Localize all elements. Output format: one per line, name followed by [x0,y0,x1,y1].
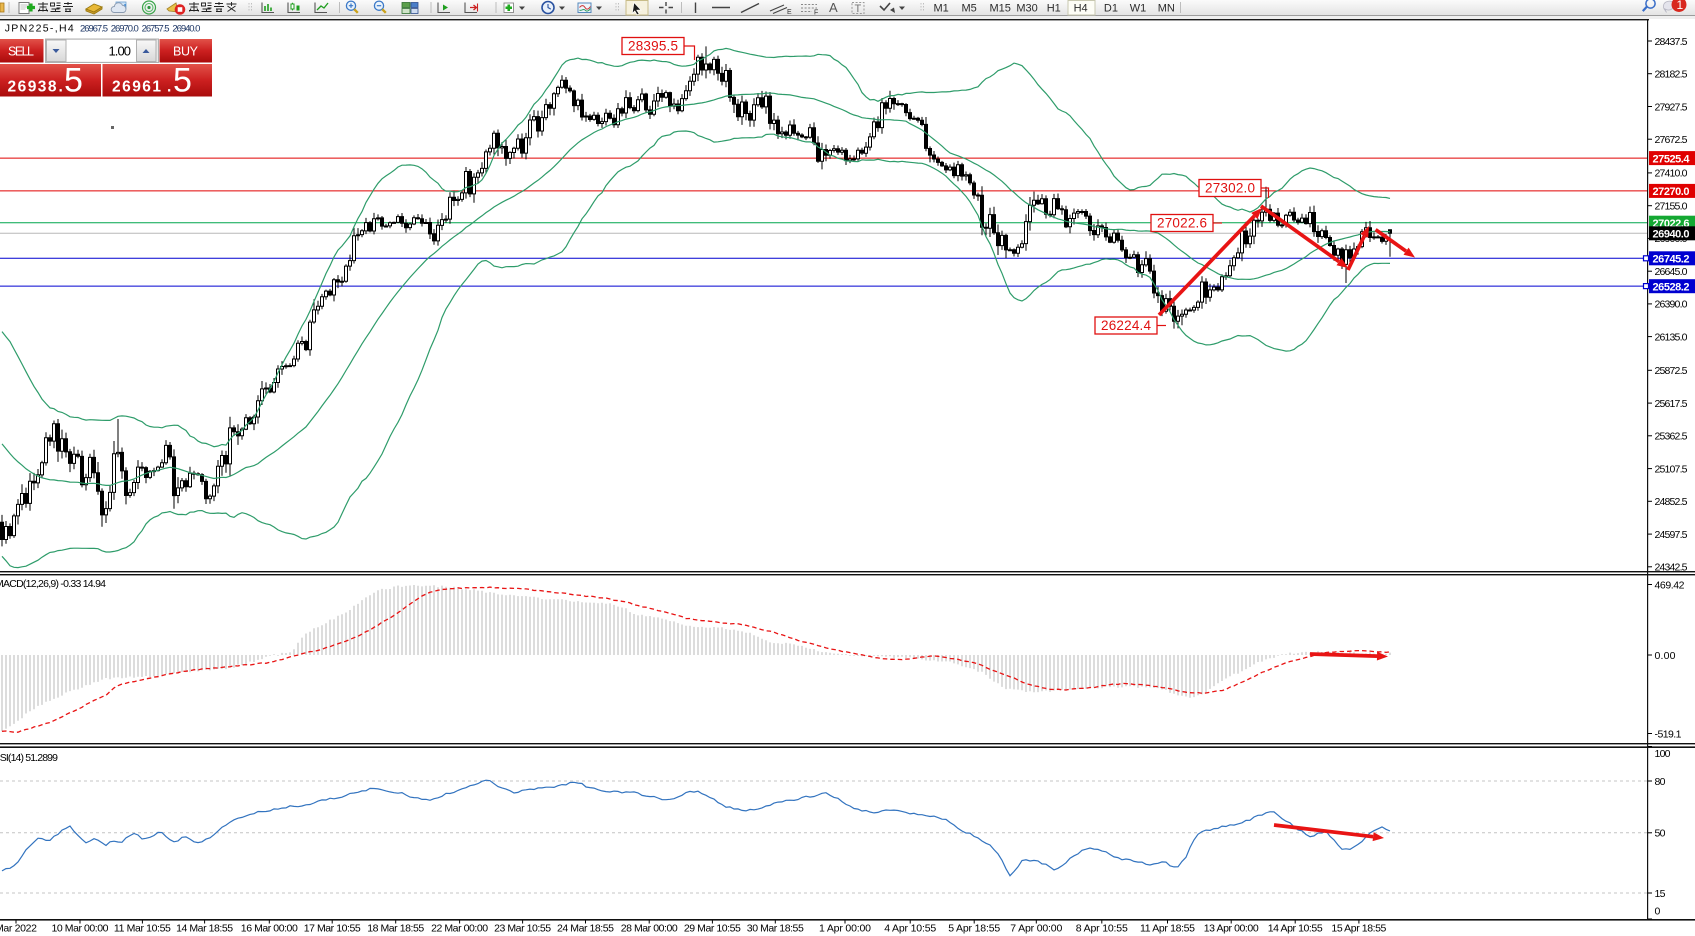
svg-text:27270.0: 27270.0 [1653,186,1690,198]
svg-text:4 Apr 10:55: 4 Apr 10:55 [884,923,936,935]
svg-text:0: 0 [1655,905,1661,917]
svg-text:MN: MN [1158,3,1175,15]
svg-text:22 Mar 00:00: 22 Mar 00:00 [431,923,488,935]
svg-text:0.00: 0.00 [1655,650,1676,662]
svg-text:M15: M15 [990,3,1011,15]
svg-text:SELL: SELL [8,45,34,59]
svg-text:26940.0: 26940.0 [172,23,200,34]
svg-text:24 Mar 18:55: 24 Mar 18:55 [557,923,614,935]
svg-text:27525.4: 27525.4 [1653,153,1691,165]
svg-text:26645.0: 26645.0 [1655,266,1688,278]
svg-text:7 Apr 00:00: 7 Apr 00:00 [1010,923,1062,935]
svg-text:26745.2: 26745.2 [1653,254,1690,266]
svg-text:26940.0: 26940.0 [1653,229,1690,241]
svg-text:.: . [167,79,171,96]
svg-text:10 Mar 00:00: 10 Mar 00:00 [52,923,109,935]
svg-text:Mar 2022: Mar 2022 [0,923,37,935]
svg-text:469.42: 469.42 [1655,579,1685,591]
svg-text:24342.5: 24342.5 [1655,562,1688,574]
svg-text:26970.0: 26970.0 [111,23,139,34]
svg-text:28 Mar 00:00: 28 Mar 00:00 [621,923,678,935]
svg-text:RSI(14) 51.2899: RSI(14) 51.2899 [0,752,58,764]
svg-text:1: 1 [1677,0,1684,12]
svg-text:26961: 26961 [112,79,161,96]
svg-text:26967.5: 26967.5 [80,23,108,34]
svg-text:26390.0: 26390.0 [1655,299,1688,311]
svg-text:26757.5: 26757.5 [142,23,170,34]
svg-text:24597.5: 24597.5 [1655,529,1688,541]
svg-text:26938: 26938 [8,79,57,96]
svg-text:28437.5: 28437.5 [1655,36,1688,48]
svg-text:13 Apr 00:00: 13 Apr 00:00 [1204,923,1259,935]
svg-text:28395.5: 28395.5 [628,39,678,54]
svg-text:14 Mar 18:55: 14 Mar 18:55 [176,923,233,935]
svg-text:.: . [59,79,63,96]
svg-text:25362.5: 25362.5 [1655,431,1688,443]
svg-text:27672.5: 27672.5 [1655,134,1688,146]
svg-text:MACD(12,26,9) -0.33 14.94: MACD(12,26,9) -0.33 14.94 [0,578,106,590]
svg-text:1.00: 1.00 [109,44,132,59]
svg-text:17 Mar 10:55: 17 Mar 10:55 [304,923,361,935]
svg-text:E: E [787,9,792,16]
svg-text:28182.5: 28182.5 [1655,69,1688,81]
svg-text:18 Mar 18:55: 18 Mar 18:55 [367,923,424,935]
svg-text:F: F [814,10,818,17]
svg-text:50: 50 [1655,828,1666,840]
svg-text:-519.1: -519.1 [1655,728,1682,740]
svg-text:D1: D1 [1104,3,1118,15]
svg-text:30 Mar 18:55: 30 Mar 18:55 [747,923,804,935]
svg-text:BUY: BUY [173,45,199,59]
svg-text:25617.5: 25617.5 [1655,398,1688,410]
svg-text:15: 15 [1655,888,1666,900]
svg-text:5: 5 [64,62,83,100]
svg-text:24852.5: 24852.5 [1655,496,1688,508]
svg-text:H1: H1 [1047,3,1061,15]
svg-text:JPN225-,H4: JPN225-,H4 [5,22,74,34]
svg-text:14 Apr 10:55: 14 Apr 10:55 [1268,923,1323,935]
svg-text:26135.0: 26135.0 [1655,331,1688,343]
svg-text:25107.5: 25107.5 [1655,463,1688,475]
svg-text:5: 5 [173,62,192,100]
svg-text:A: A [829,0,838,15]
svg-text:27022.6: 27022.6 [1157,216,1207,231]
svg-text:27927.5: 27927.5 [1655,101,1688,113]
svg-text:1 Apr 00:00: 1 Apr 00:00 [819,923,871,935]
svg-text:27155.0: 27155.0 [1655,201,1688,213]
svg-text:M5: M5 [962,3,977,15]
svg-text:26224.4: 26224.4 [1101,318,1151,333]
svg-text:16 Mar 00:00: 16 Mar 00:00 [241,923,298,935]
svg-text:15 Apr 18:55: 15 Apr 18:55 [1331,923,1386,935]
svg-text:25872.5: 25872.5 [1655,365,1688,377]
svg-text:11 Mar 10:55: 11 Mar 10:55 [114,923,171,935]
svg-text:27410.0: 27410.0 [1655,168,1688,180]
svg-text:M30: M30 [1016,3,1037,15]
svg-text:H4: H4 [1074,3,1088,15]
svg-text:8 Apr 10:55: 8 Apr 10:55 [1076,923,1128,935]
svg-text:5 Apr 18:55: 5 Apr 18:55 [948,923,1000,935]
svg-text:11 Apr 18:55: 11 Apr 18:55 [1140,923,1195,935]
svg-text:T: T [855,3,862,15]
svg-text:M1: M1 [934,3,949,15]
svg-text:W1: W1 [1130,3,1147,15]
svg-text:80: 80 [1655,776,1666,788]
svg-text:100: 100 [1655,748,1671,760]
svg-text:26528.2: 26528.2 [1653,281,1690,293]
svg-text:23 Mar 10:55: 23 Mar 10:55 [494,923,551,935]
svg-text:29 Mar 10:55: 29 Mar 10:55 [684,923,741,935]
svg-text:27302.0: 27302.0 [1205,181,1255,196]
